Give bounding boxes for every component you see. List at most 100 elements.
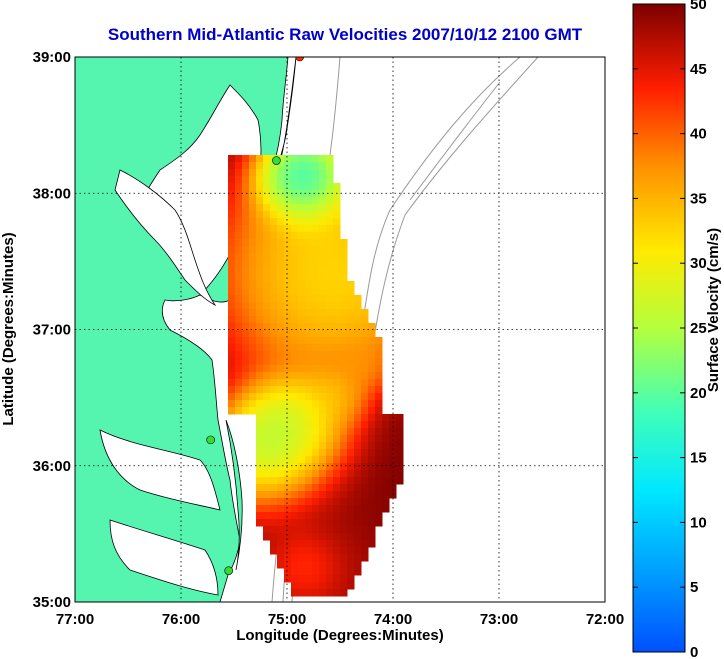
velocity-cell bbox=[354, 491, 362, 499]
velocity-cell bbox=[270, 393, 278, 401]
velocity-cell bbox=[270, 358, 278, 366]
velocity-cell bbox=[298, 190, 306, 198]
velocity-cell bbox=[228, 197, 236, 205]
velocity-cell bbox=[333, 372, 341, 380]
velocity-cell bbox=[277, 435, 285, 443]
velocity-cell bbox=[270, 428, 278, 436]
colorbar-tick-label: 45 bbox=[690, 61, 707, 78]
velocity-cell bbox=[291, 225, 299, 233]
velocity-cell bbox=[305, 568, 313, 576]
velocity-cell bbox=[256, 204, 264, 212]
velocity-cell bbox=[284, 519, 292, 527]
velocity-cell bbox=[298, 274, 306, 282]
velocity-cell bbox=[312, 379, 320, 387]
velocity-cell bbox=[361, 442, 369, 450]
velocity-cell bbox=[305, 498, 313, 506]
velocity-cell bbox=[319, 379, 327, 387]
velocity-cell bbox=[326, 295, 334, 303]
velocity-cell bbox=[256, 358, 264, 366]
velocity-cell bbox=[298, 421, 306, 429]
velocity-cell bbox=[375, 344, 383, 352]
velocity-cell bbox=[291, 246, 299, 254]
velocity-cell bbox=[319, 512, 327, 520]
velocity-cell bbox=[326, 274, 334, 282]
velocity-cell bbox=[375, 456, 383, 464]
velocity-cell bbox=[298, 561, 306, 569]
velocity-cell bbox=[312, 400, 320, 408]
velocity-cell bbox=[368, 519, 376, 527]
velocity-cell bbox=[242, 190, 250, 198]
velocity-cell bbox=[305, 484, 313, 492]
velocity-cell bbox=[249, 253, 257, 261]
velocity-cell bbox=[242, 246, 250, 254]
velocity-cell bbox=[235, 288, 243, 296]
velocity-cell bbox=[333, 190, 341, 198]
velocity-cell bbox=[291, 372, 299, 380]
velocity-cell bbox=[333, 540, 341, 548]
velocity-cell bbox=[368, 477, 376, 485]
velocity-cell bbox=[291, 533, 299, 541]
velocity-cell bbox=[256, 414, 264, 422]
velocity-cell bbox=[312, 540, 320, 548]
velocity-cell bbox=[361, 470, 369, 478]
velocity-cell bbox=[284, 421, 292, 429]
velocity-cell bbox=[305, 372, 313, 380]
velocity-cell bbox=[249, 330, 257, 338]
velocity-cell bbox=[326, 484, 334, 492]
velocity-cell bbox=[326, 260, 334, 268]
velocity-cell bbox=[263, 323, 271, 331]
velocity-cell bbox=[319, 316, 327, 324]
velocity-cell bbox=[354, 309, 362, 317]
velocity-cell bbox=[340, 309, 348, 317]
velocity-cell bbox=[396, 421, 404, 429]
velocity-cell bbox=[312, 330, 320, 338]
velocity-cell bbox=[256, 435, 264, 443]
velocity-cell bbox=[235, 337, 243, 345]
velocity-cell bbox=[340, 428, 348, 436]
velocity-cell bbox=[249, 302, 257, 310]
velocity-cell bbox=[326, 568, 334, 576]
velocity-cell bbox=[263, 407, 271, 415]
velocity-cell bbox=[284, 169, 292, 177]
velocity-cell bbox=[298, 526, 306, 534]
velocity-cell bbox=[291, 421, 299, 429]
velocity-cell bbox=[375, 484, 383, 492]
velocity-cell bbox=[312, 456, 320, 464]
velocity-cell bbox=[340, 302, 348, 310]
velocity-cell bbox=[277, 526, 285, 534]
velocity-cell bbox=[298, 568, 306, 576]
velocity-cell bbox=[235, 197, 243, 205]
velocity-cell bbox=[256, 169, 264, 177]
velocity-cell bbox=[319, 358, 327, 366]
velocity-cell bbox=[263, 239, 271, 247]
velocity-cell bbox=[298, 575, 306, 583]
velocity-cell bbox=[340, 421, 348, 429]
velocity-cell bbox=[249, 365, 257, 373]
velocity-cell bbox=[319, 554, 327, 562]
velocity-cell bbox=[263, 365, 271, 373]
velocity-cell bbox=[347, 428, 355, 436]
velocity-cell bbox=[333, 337, 341, 345]
velocity-cell bbox=[249, 169, 257, 177]
velocity-cell bbox=[270, 267, 278, 275]
velocity-cell bbox=[361, 372, 369, 380]
velocity-cell bbox=[235, 183, 243, 191]
velocity-cell bbox=[333, 547, 341, 555]
velocity-cell bbox=[312, 568, 320, 576]
velocity-cell bbox=[312, 435, 320, 443]
velocity-cell bbox=[333, 253, 341, 261]
velocity-cell bbox=[319, 239, 327, 247]
velocity-cell bbox=[305, 330, 313, 338]
velocity-cell bbox=[298, 183, 306, 191]
velocity-cell bbox=[382, 421, 390, 429]
velocity-cell bbox=[319, 169, 327, 177]
velocity-cell bbox=[340, 519, 348, 527]
velocity-cell bbox=[368, 400, 376, 408]
velocity-cell bbox=[389, 484, 397, 492]
velocity-cell bbox=[263, 435, 271, 443]
velocity-cell bbox=[333, 330, 341, 338]
velocity-cell bbox=[298, 358, 306, 366]
velocity-cell bbox=[319, 435, 327, 443]
velocity-cell bbox=[242, 274, 250, 282]
velocity-cell bbox=[347, 554, 355, 562]
